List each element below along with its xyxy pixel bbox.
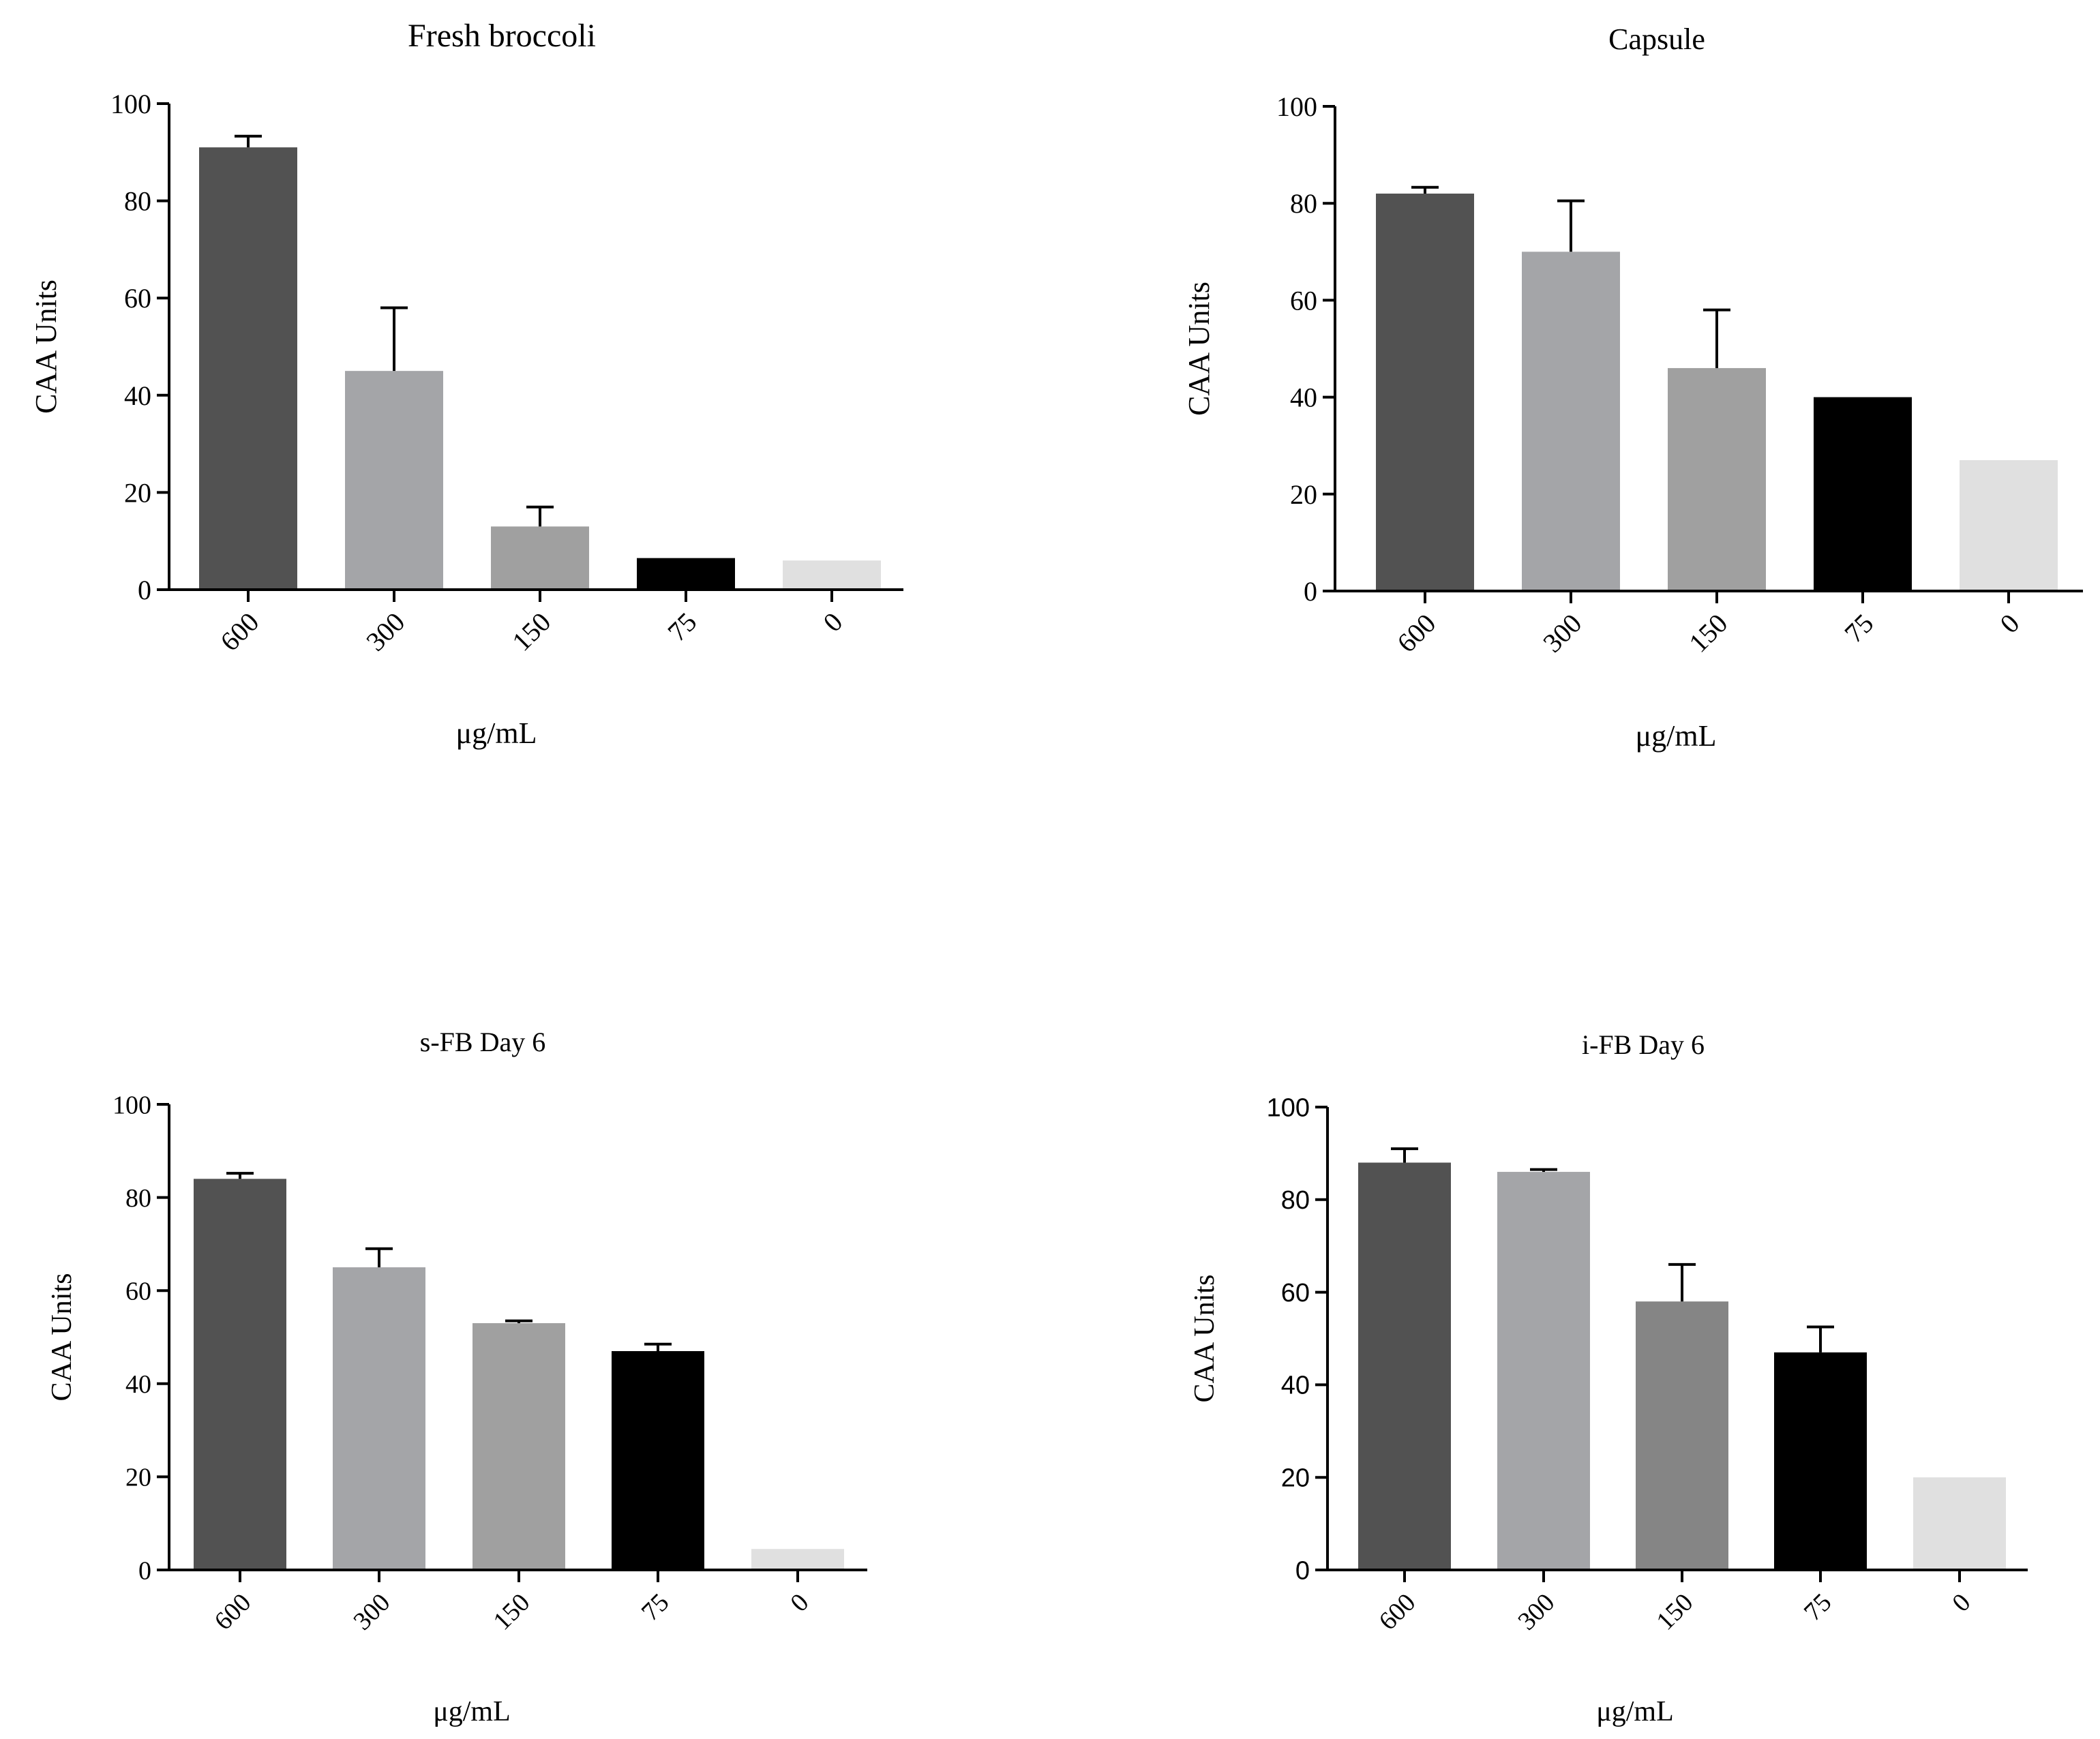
bar-150 [472, 1323, 565, 1570]
chart-title: i-FB Day 6 [1582, 1029, 1705, 1060]
bar-300 [1497, 1172, 1590, 1570]
bar-150 [1636, 1301, 1728, 1570]
x-tick-label-0: 0 [1994, 608, 2025, 639]
bar-0 [751, 1549, 844, 1570]
y-tick-label: 80 [1281, 1186, 1310, 1215]
x-axis-title: μg/mL [1596, 1696, 1674, 1727]
chart-panel-2: Capsule 0 20 40 60 80 100 600 300 150 75 0 CAA Units… [1182, 22, 2083, 753]
x-tick-label-600: 600 [214, 607, 265, 657]
x-tick-label-150: 150 [1683, 608, 1733, 659]
y-tick-label: 80 [125, 1184, 151, 1213]
y-tick-label: 80 [1290, 188, 1317, 219]
y-tick-label: 60 [124, 283, 151, 314]
bar-600 [194, 1179, 286, 1570]
y-axis-title: CAA Units [29, 279, 63, 414]
y-tick-label: 100 [1276, 91, 1317, 122]
bar-75 [612, 1350, 704, 1570]
y-tick-label: 60 [1290, 285, 1317, 316]
x-axis-title: μg/mL [456, 716, 537, 750]
x-tick-label-600: 600 [1391, 608, 1441, 659]
bar-150 [491, 526, 589, 590]
y-tick-label: 20 [1290, 479, 1317, 510]
y-tick-label: 20 [124, 477, 151, 508]
x-axis-title: μg/mL [433, 1696, 511, 1727]
x-tick-label-300: 300 [1512, 1588, 1560, 1636]
y-tick-label: 40 [125, 1370, 151, 1399]
x-tick-label-0: 0 [785, 1588, 814, 1618]
chart-title: Fresh broccoli [408, 18, 596, 54]
y-tick-label: 20 [125, 1464, 151, 1492]
x-tick-label-75: 75 [636, 1588, 675, 1627]
y-tick-label: 40 [124, 380, 151, 411]
y-tick-label: 0 [1295, 1556, 1310, 1585]
x-tick-label-75: 75 [1838, 608, 1879, 649]
chart-panel-1: Fresh broccoli 0 20 40 60 80 100 600 300 150 75 0 CA… [29, 18, 903, 750]
chart-panel-3: s-FB Day 6 0 20 40 60 80 100 600 300 150 75 0 CAA Un… [46, 1027, 867, 1727]
bar-0 [783, 560, 881, 590]
x-tick-label-300: 300 [348, 1588, 395, 1636]
y-tick-label: 60 [125, 1277, 151, 1306]
y-tick-label: 40 [1290, 382, 1317, 413]
bar-0 [1960, 460, 2058, 591]
bar-0 [1913, 1477, 2006, 1570]
x-tick-label-75: 75 [661, 607, 702, 648]
bar-75 [637, 558, 735, 590]
bar-600 [199, 147, 297, 590]
chart-panel-4: i-FB Day 6 0 20 40 60 80 100 600 300 150 75 0 CAA Un… [1189, 1029, 2028, 1727]
x-tick-label-0: 0 [1947, 1588, 1976, 1618]
y-tick-label: 0 [1304, 576, 1317, 607]
x-axis-title: μg/mL [1636, 719, 1717, 753]
y-tick-label: 80 [124, 186, 151, 217]
bar-600 [1376, 193, 1474, 592]
x-tick-label-300: 300 [1537, 608, 1587, 659]
x-tick-label-300: 300 [360, 607, 410, 657]
y-tick-label: 60 [1281, 1279, 1310, 1307]
bar-300 [1522, 252, 1620, 591]
y-axis-title: CAA Units [1182, 282, 1216, 416]
x-tick-label-150: 150 [487, 1588, 535, 1636]
y-tick-label: 100 [110, 89, 151, 119]
bar-75 [1774, 1352, 1867, 1570]
y-axis-title: CAA Units [46, 1273, 78, 1402]
bar-150 [1668, 367, 1766, 591]
bar-75 [1814, 397, 1912, 591]
y-tick-label: 0 [138, 1556, 151, 1585]
bar-600 [1358, 1162, 1451, 1570]
y-tick-label: 100 [112, 1091, 151, 1119]
x-tick-label-75: 75 [1799, 1588, 1837, 1627]
chart-title: s-FB Day 6 [420, 1027, 545, 1057]
y-tick-label: 20 [1281, 1464, 1310, 1493]
y-tick-label: 100 [1267, 1093, 1310, 1122]
x-tick-label-600: 600 [1373, 1588, 1421, 1636]
x-tick-label-0: 0 [817, 607, 848, 638]
bar-300 [345, 371, 443, 590]
bar-300 [333, 1267, 425, 1570]
x-tick-label-150: 150 [1651, 1588, 1698, 1636]
y-tick-label: 0 [138, 575, 151, 605]
x-tick-label-600: 600 [209, 1588, 256, 1636]
y-tick-label: 40 [1281, 1372, 1310, 1400]
y-axis-title: CAA Units [1189, 1275, 1220, 1403]
x-tick-label-150: 150 [506, 607, 556, 657]
chart-title: Capsule [1608, 22, 1705, 56]
